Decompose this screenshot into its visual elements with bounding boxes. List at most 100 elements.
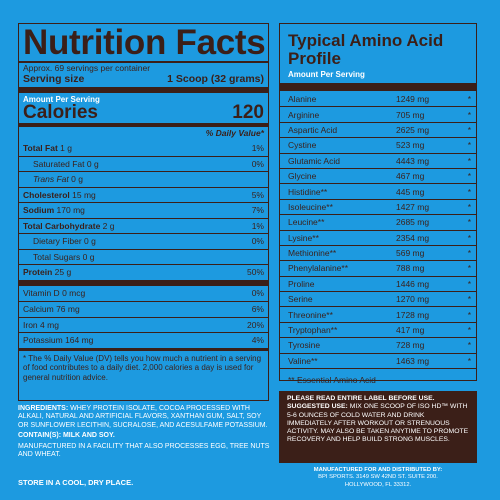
amino-name: Valine** xyxy=(288,355,318,366)
nutrition-title: Nutrition Facts xyxy=(23,23,266,62)
amino-mark: * xyxy=(467,325,471,336)
micronutrient-amount: 164 mg xyxy=(65,335,94,346)
nutrient-name-amount: Saturated Fat 0 g xyxy=(33,159,99,169)
nutrient-rows: Total Fat 1 g 1% Saturated Fat 0 g 0% Trans … xyxy=(19,140,268,280)
amino-mark: * xyxy=(467,278,471,289)
amino-name: Aspartic Acid xyxy=(288,124,338,135)
facility-statement: MANUFACTURED IN A FACILITY THAT ALSO PRO… xyxy=(18,442,270,459)
amino-value: 523 mg xyxy=(396,140,425,151)
amino-name: Cystine xyxy=(288,140,317,151)
amino-mark: * xyxy=(467,109,471,120)
amino-row: Glycine 467 mg * xyxy=(280,167,476,183)
storage-instructions: STORE IN A COOL, DRY PLACE. xyxy=(18,478,134,487)
amino-mark: * xyxy=(467,355,471,366)
nutrient-daily-value: 50% xyxy=(246,267,264,278)
amino-value: 788 mg xyxy=(396,263,425,274)
nutrient-amount: 170 mg xyxy=(56,205,85,216)
micronutrient-label: Calcium xyxy=(23,304,54,315)
amino-row: Tryptophan** 417 mg * xyxy=(280,321,476,337)
nutrient-label: Total Sugars xyxy=(33,251,81,262)
amino-name: Proline xyxy=(288,278,315,289)
amino-name: Histidine** xyxy=(288,186,328,197)
servings-per-container: Approx. 69 servings per container xyxy=(23,63,151,73)
daily-value-header: % Daily Value* xyxy=(205,128,264,138)
nutrient-daily-value: 7% xyxy=(251,205,264,216)
nutrient-name-amount: Total Fat 1 g xyxy=(23,143,72,153)
micronutrient-row: Calcium 76 mg 6% xyxy=(19,301,268,317)
nutrient-name-amount: Dietary Fiber 0 g xyxy=(33,236,96,246)
amino-name: Threonine** xyxy=(288,309,333,320)
amino-row: Isoleucine** 1427 mg * xyxy=(280,198,476,214)
amino-mark: * xyxy=(467,340,471,351)
micronutrient-rows: Vitamin D 0 mcg 0% Calcium 76 mg 6% Iron 4 m… xyxy=(19,286,268,348)
nutrient-name-amount: Total Sugars 0 g xyxy=(33,252,94,262)
micronutrient-daily-value: 20% xyxy=(246,319,264,330)
amino-name: Methionine** xyxy=(288,248,337,259)
nutrient-daily-value: 0% xyxy=(251,158,264,169)
amino-row: Phenylalanine** 788 mg * xyxy=(280,260,476,275)
nutrition-facts-panel: Nutrition Facts Approx. 69 servings per … xyxy=(18,23,269,401)
nutrient-row: Protein 25 g 50% xyxy=(19,264,268,280)
micronutrient-label: Potassium xyxy=(23,335,63,346)
suggested-use: SUGGESTED USE: MIX ONE SCOOP OF ISO HD™ … xyxy=(287,403,469,444)
amino-value: 1728 mg xyxy=(396,309,430,320)
amino-name: Tryptophan** xyxy=(288,325,338,336)
ingredients-block: INGREDIENTS: WHEY PROTEIN ISOLATE, COCOA… xyxy=(18,405,273,461)
amino-mark: * xyxy=(467,217,471,228)
micronutrient-daily-value: 4% xyxy=(251,335,264,346)
amino-mark: * xyxy=(467,171,471,182)
amino-value: 445 mg xyxy=(396,186,425,197)
amino-mark: * xyxy=(467,201,471,212)
amino-value: 728 mg xyxy=(396,340,425,351)
amino-acid-panel: Typical Amino Acid Profile Amount Per Se… xyxy=(279,23,477,385)
amino-value: 1446 mg xyxy=(396,278,430,289)
amino-name: Leucine** xyxy=(288,217,325,228)
amino-row: Alanine 1249 mg * xyxy=(280,91,476,106)
amino-value: 417 mg xyxy=(396,325,425,336)
nutrient-label: Saturated Fat xyxy=(33,158,85,169)
manufacturer-address-1: BPI SPORTS. 3149 SW 42ND ST. SUITE 200. xyxy=(318,474,438,481)
directions-box: PLEASE READ ENTIRE LABEL BEFORE USE. SUG… xyxy=(279,391,477,463)
amino-mark: * xyxy=(467,309,471,320)
amino-row: Histidine** 445 mg * xyxy=(280,183,476,198)
amino-title: Typical Amino Acid Profile xyxy=(288,31,444,68)
nutrient-name-amount: Sodium 170 mg xyxy=(23,205,85,215)
nutrient-amount: 2 g xyxy=(102,220,115,231)
micronutrient-name-amount: Iron 4 mg xyxy=(23,320,59,330)
amino-row: Aspartic Acid 2625 mg * xyxy=(280,121,476,137)
nutrient-daily-value: 5% xyxy=(251,189,264,200)
ingredients-text: WHEY PROTEIN ISOLATE, COCOA PROCESSED WI… xyxy=(18,405,268,429)
amino-mark: * xyxy=(467,186,471,197)
amino-mark: * xyxy=(467,124,471,135)
nutrient-label: Sodium xyxy=(23,205,55,216)
nutrient-name-amount: Cholesterol 15 mg xyxy=(23,190,96,200)
amino-value: 2354 mg xyxy=(396,232,430,243)
ingredients: INGREDIENTS: WHEY PROTEIN ISOLATE, COCOA… xyxy=(18,405,273,430)
amino-name: Glycine xyxy=(288,171,317,182)
amino-name: Lysine** xyxy=(288,232,319,243)
amino-mark: * xyxy=(467,155,471,166)
nutrient-label: Trans Fat xyxy=(33,174,69,185)
amino-rows: Alanine 1249 mg * Arginine 705 mg * Aspartic A… xyxy=(280,91,476,368)
manufacturer-heading: MANUFACTURED FOR AND DISTRIBUTED BY: xyxy=(313,467,443,473)
micronutrient-daily-value: 6% xyxy=(251,304,264,315)
amino-row: Glutamic Acid 4443 mg * xyxy=(280,152,476,168)
nutrient-amount: 1 g xyxy=(60,142,72,153)
amino-row: Threonine** 1728 mg * xyxy=(280,306,476,321)
micronutrient-row: Vitamin D 0 mcg 0% xyxy=(19,286,268,302)
amount-per-serving: Amount Per Serving xyxy=(23,95,100,104)
nutrient-amount: 0 g xyxy=(86,158,99,169)
amino-name: Serine xyxy=(288,294,313,305)
amino-row: Valine** 1463 mg * xyxy=(280,352,476,368)
ingredients-label: INGREDIENTS: xyxy=(18,405,69,412)
micronutrient-label: Iron xyxy=(23,319,38,330)
nutrient-row: Cholesterol 15 mg 5% xyxy=(19,186,268,203)
nutrient-row: Trans Fat 0 g xyxy=(19,171,268,187)
nutrient-amount: 15 mg xyxy=(72,189,96,200)
nutrient-amount: 0 g xyxy=(84,236,96,247)
nutrient-name-amount: Protein 25 g xyxy=(23,267,71,277)
amino-name: Alanine xyxy=(288,93,317,104)
micronutrient-row: Potassium 164 mg 4% xyxy=(19,332,268,348)
micronutrient-name-amount: Potassium 164 mg xyxy=(23,335,93,345)
amino-name: Isoleucine** xyxy=(288,201,333,212)
